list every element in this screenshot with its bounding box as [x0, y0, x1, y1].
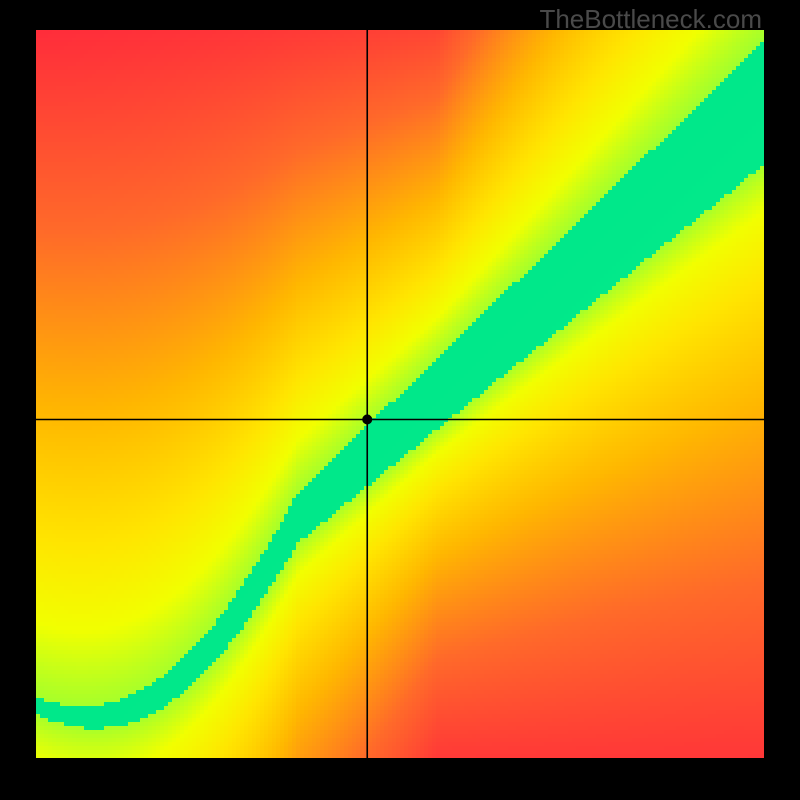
heatmap-canvas [0, 0, 800, 800]
watermark-text: TheBottleneck.com [539, 4, 762, 35]
chart-container: TheBottleneck.com [0, 0, 800, 800]
